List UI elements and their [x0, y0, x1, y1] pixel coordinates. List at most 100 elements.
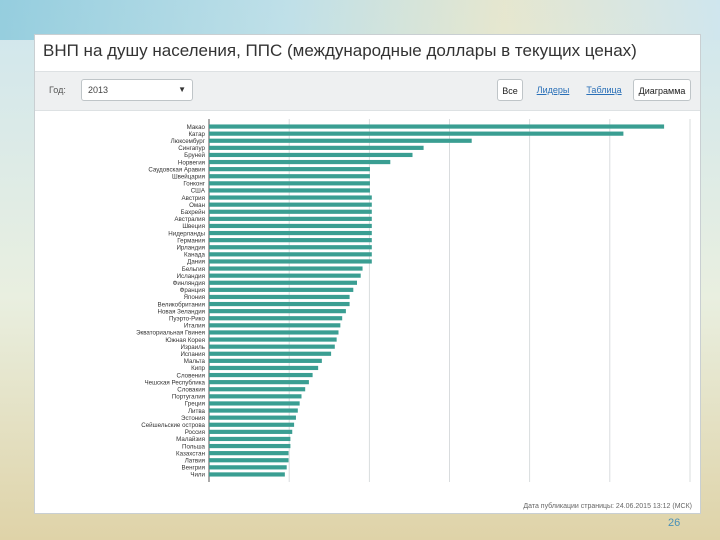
tab-all[interactable]: Все: [497, 79, 523, 101]
category-label: Канада: [184, 252, 206, 259]
bar[interactable]: [209, 301, 350, 307]
bar[interactable]: [209, 131, 624, 136]
category-label: Катар: [188, 131, 205, 138]
category-label: Россия: [185, 429, 205, 436]
category-label: Швейцария: [172, 173, 205, 180]
category-label: США: [191, 188, 206, 195]
category-label: Гонконг: [183, 181, 205, 188]
category-label: Исландия: [177, 273, 205, 280]
bar[interactable]: [209, 223, 372, 229]
category-label: Испания: [180, 351, 205, 358]
bar[interactable]: [209, 209, 372, 214]
tab-leaders[interactable]: Лидеры: [536, 85, 570, 95]
bar[interactable]: [209, 415, 296, 420]
category-label: Бахрейн: [181, 209, 205, 216]
bar[interactable]: [209, 252, 372, 257]
bar[interactable]: [209, 429, 293, 434]
category-label: Бруней: [184, 152, 205, 159]
bar[interactable]: [209, 309, 346, 314]
category-label: Латвия: [185, 457, 205, 464]
bar[interactable]: [209, 351, 332, 356]
bar[interactable]: [209, 436, 291, 442]
category-label: Бельгия: [182, 266, 205, 273]
bar[interactable]: [209, 287, 354, 292]
category-label: Пуэрто-Рико: [169, 315, 206, 322]
category-label: Новая Зеландия: [158, 308, 206, 315]
bar[interactable]: [209, 202, 372, 207]
category-label: Германия: [177, 237, 205, 244]
bar[interactable]: [209, 266, 363, 271]
page-title: ВНП на душу населения, ППС (международны…: [43, 41, 637, 60]
category-label: Финляндия: [173, 280, 205, 287]
category-label: Великобритания: [157, 301, 205, 308]
bar[interactable]: [209, 408, 298, 413]
tab-table[interactable]: Таблица: [586, 85, 622, 95]
page-number: 26: [668, 517, 681, 529]
bar[interactable]: [209, 323, 341, 328]
chart-panel: ВНП на душу населения, ППС (международны…: [34, 34, 701, 514]
category-label: Швеция: [182, 223, 205, 230]
bar[interactable]: [209, 280, 357, 285]
category-label: Кипр: [191, 365, 205, 372]
category-label: Ирландия: [176, 244, 205, 251]
bar[interactable]: [209, 344, 335, 349]
category-label: Израиль: [181, 344, 205, 351]
bar[interactable]: [209, 181, 370, 186]
year-select[interactable]: 2013 ▼: [81, 79, 193, 101]
bar[interactable]: [209, 337, 337, 342]
bar[interactable]: [209, 259, 372, 264]
category-label: Словакия: [177, 386, 205, 393]
bar[interactable]: [209, 372, 313, 378]
year-select-value: 2013: [88, 85, 109, 95]
category-label: Сингапур: [178, 145, 205, 152]
year-label: Год:: [49, 85, 66, 95]
bar[interactable]: [209, 394, 302, 399]
category-label: Австралия: [174, 216, 205, 223]
category-label: Япония: [184, 294, 205, 301]
bar[interactable]: [209, 188, 370, 193]
category-label: Макао: [187, 124, 206, 131]
category-label: Греция: [185, 401, 205, 408]
bar[interactable]: [209, 443, 291, 449]
bar[interactable]: [209, 330, 339, 335]
bar[interactable]: [209, 195, 372, 200]
category-label: Малайзия: [176, 436, 205, 443]
bar[interactable]: [209, 316, 343, 321]
category-label: Казахстан: [176, 450, 205, 457]
bar[interactable]: [209, 273, 361, 278]
bar[interactable]: [209, 167, 370, 172]
bar[interactable]: [209, 159, 391, 165]
slide-background-decoration: [0, 0, 720, 40]
category-label: Эстония: [181, 415, 205, 422]
bar[interactable]: [209, 465, 287, 470]
bar[interactable]: [209, 458, 289, 463]
category-label: Чили: [190, 472, 205, 479]
bar[interactable]: [209, 238, 372, 243]
chevron-down-icon: ▼: [178, 85, 186, 94]
bar[interactable]: [209, 245, 372, 250]
bar[interactable]: [209, 216, 372, 221]
category-label: Венгрия: [182, 465, 206, 472]
bar[interactable]: [209, 422, 295, 427]
bar[interactable]: [209, 124, 665, 129]
bar[interactable]: [209, 294, 350, 300]
toolbar: Год: 2013 ▼ Все Лидеры Таблица Диаграмма: [35, 71, 700, 111]
category-label: Экваториальная Гвинея: [136, 330, 205, 337]
bar[interactable]: [209, 138, 472, 143]
bar[interactable]: [209, 152, 413, 158]
tab-chart[interactable]: Диаграмма: [633, 79, 691, 101]
bar[interactable]: [209, 174, 370, 179]
bar[interactable]: [209, 401, 300, 406]
bar[interactable]: [209, 451, 289, 456]
category-label: Португалия: [172, 394, 205, 401]
category-label: Польша: [182, 443, 206, 450]
bar[interactable]: [209, 358, 322, 363]
bar[interactable]: [209, 145, 424, 150]
bar[interactable]: [209, 380, 309, 385]
bar[interactable]: [209, 230, 372, 236]
bar[interactable]: [209, 472, 285, 477]
bar-chart: МакаоКатарЛюксембургСингапурБрунейНорвег…: [136, 119, 691, 482]
publication-date: Дата публикации страницы: 24.06.2015 13:…: [523, 503, 692, 510]
bar[interactable]: [209, 387, 306, 392]
bar[interactable]: [209, 365, 319, 371]
